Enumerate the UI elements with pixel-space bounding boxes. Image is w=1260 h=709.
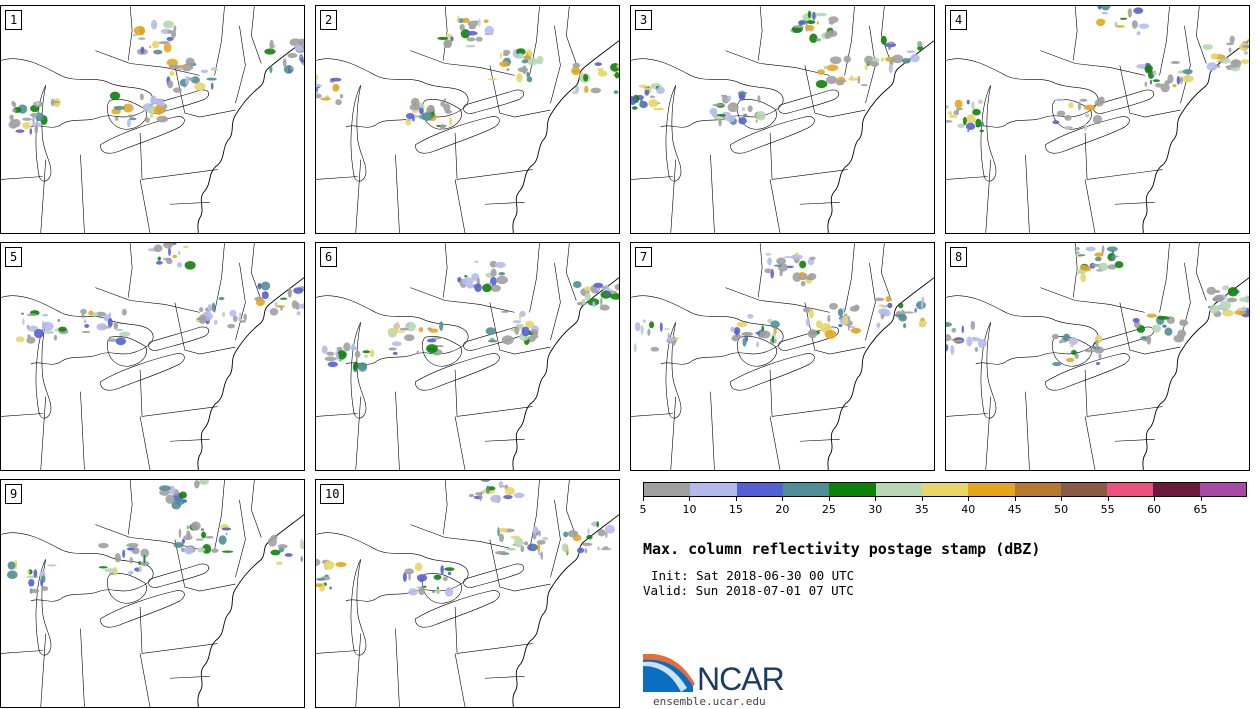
panel-label: 7	[635, 247, 653, 267]
chart-title: Max. column reflectivity postage stamp (…	[643, 540, 1041, 558]
colorbar-tick-label: 20	[775, 503, 790, 516]
colorbar-segment	[921, 483, 969, 496]
colorbar-tick-label: 15	[728, 503, 743, 516]
reflectivity-colorbar	[643, 482, 1247, 497]
map-panel-2: 2	[315, 5, 620, 234]
colorbar-tick-mark	[735, 497, 737, 501]
map-basemap	[631, 243, 934, 470]
colorbar-segment	[1107, 483, 1154, 496]
colorbar-tick-label: 55	[1100, 503, 1115, 516]
map-panel-5: 5	[0, 242, 305, 471]
colorbar-segment	[1014, 483, 1061, 496]
map-basemap	[1, 6, 304, 233]
map-basemap	[631, 6, 934, 233]
colorbar-tick-mark	[643, 497, 644, 501]
ncar-logo-text: NCAR	[697, 661, 785, 697]
init-time: Init: Sat 2018-06-30 00 UTC	[651, 568, 855, 583]
map-panel-6: 6	[315, 242, 620, 471]
panel-label: 5	[5, 247, 23, 267]
colorbar-tick-label: 25	[821, 503, 836, 516]
colorbar-tick-mark	[921, 497, 923, 501]
colorbar-tick-mark	[1154, 497, 1156, 501]
map-panel-9: 9	[0, 479, 305, 708]
colorbar-tick-mark	[1200, 497, 1202, 501]
colorbar-tick-mark	[689, 497, 691, 501]
map-basemap	[316, 6, 619, 233]
colorbar-tick-label: 35	[914, 503, 929, 516]
colorbar-tick-label: 50	[1054, 503, 1069, 516]
ncar-logo-icon	[643, 654, 695, 692]
colorbar-tick-mark	[1061, 497, 1063, 501]
colorbar-segment	[782, 483, 830, 496]
colorbar-tick-label: 65	[1193, 503, 1208, 516]
colorbar-segment	[968, 483, 1015, 496]
map-basemap	[1, 480, 304, 707]
colorbar-segment	[1199, 483, 1247, 496]
map-basemap	[316, 243, 619, 470]
panel-label: 6	[320, 247, 338, 267]
map-panel-10: 10	[315, 479, 620, 708]
colorbar-segment	[736, 483, 783, 496]
colorbar-tick-mark	[782, 497, 784, 501]
colorbar-tick-label: 45	[1007, 503, 1022, 516]
map-panel-7: 7	[630, 242, 935, 471]
map-basemap	[1, 243, 304, 470]
colorbar-tick-mark	[968, 497, 970, 501]
panel-label: 4	[950, 10, 968, 30]
colorbar-tick-mark	[828, 497, 830, 501]
panel-label: 3	[635, 10, 653, 30]
panel-label: 1	[5, 10, 23, 30]
colorbar-tick-label: 5	[639, 503, 647, 516]
panel-label: 8	[950, 247, 968, 267]
map-panel-1: 1	[0, 5, 305, 234]
map-basemap	[946, 6, 1249, 233]
map-panel-8: 8	[945, 242, 1250, 471]
colorbar-tick-label: 40	[961, 503, 976, 516]
map-basemap	[316, 480, 619, 707]
colorbar-segment	[690, 483, 737, 496]
panel-label: 10	[320, 484, 345, 504]
colorbar-segment	[644, 483, 691, 496]
colorbar-tick-label: 30	[868, 503, 883, 516]
colorbar-segment	[829, 483, 876, 496]
colorbar-segment	[1060, 483, 1108, 496]
panel-label: 9	[5, 484, 23, 504]
colorbar-tick-mark	[875, 497, 877, 501]
colorbar-segment	[875, 483, 922, 496]
map-basemap	[946, 243, 1249, 470]
colorbar-tick-mark	[1014, 497, 1016, 501]
map-panel-3: 3	[630, 5, 935, 234]
ensemble-url[interactable]: ensemble.ucar.edu	[653, 695, 766, 708]
colorbar-segment	[1153, 483, 1200, 496]
colorbar-tick-label: 60	[1147, 503, 1162, 516]
map-panel-4: 4	[945, 5, 1250, 234]
valid-time: Valid: Sun 2018-07-01 07 UTC	[643, 583, 854, 598]
colorbar-tick-label: 10	[682, 503, 697, 516]
panel-label: 2	[320, 10, 338, 30]
colorbar-tick-mark	[1107, 497, 1109, 501]
